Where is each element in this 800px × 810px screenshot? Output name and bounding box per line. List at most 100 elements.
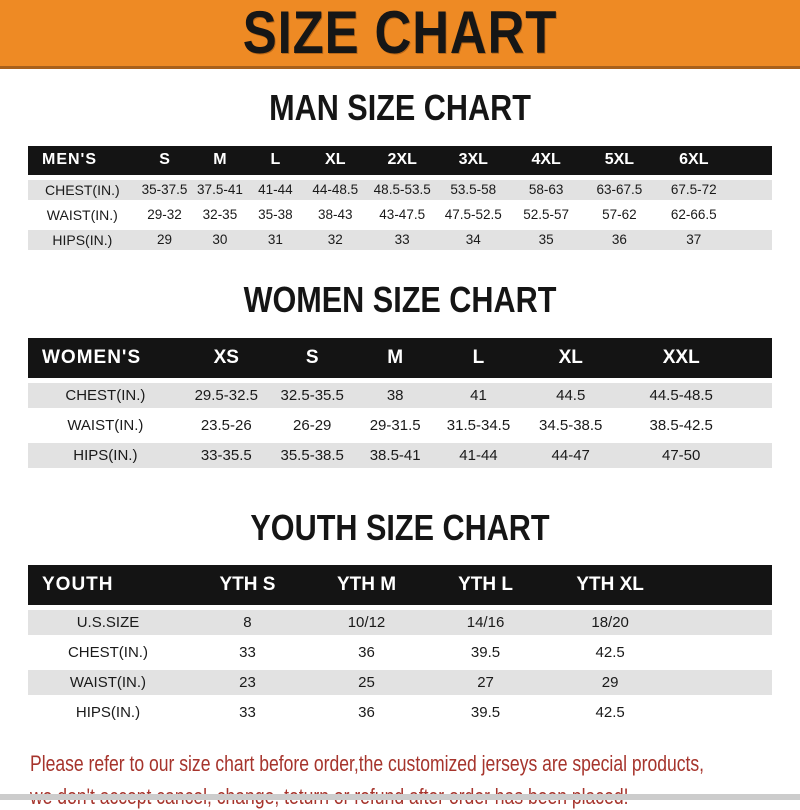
size-column-header: S bbox=[136, 145, 193, 175]
size-value-cell: 44.5 bbox=[521, 382, 621, 408]
filler-cell bbox=[731, 229, 772, 250]
measurement-row: CHEST(IN.) 33 36 39.5 42.5 bbox=[28, 640, 772, 666]
size-value-cell: 29 bbox=[545, 670, 676, 696]
size-column-header: 6XL bbox=[655, 145, 732, 175]
measurement-row: HIPS(IN.) 33 36 39.5 42.5 bbox=[28, 700, 772, 726]
size-value-cell: 33 bbox=[187, 700, 307, 726]
size-value-cell: 38-43 bbox=[303, 204, 368, 225]
size-column-header: M bbox=[192, 145, 248, 175]
size-value-cell: 41 bbox=[435, 382, 522, 408]
size-value-cell: 53.5-58 bbox=[437, 179, 510, 200]
size-value-cell: 26-29 bbox=[269, 412, 355, 438]
measurement-row: WAIST(IN.) 23 25 27 29 bbox=[28, 670, 772, 696]
size-column-header: XS bbox=[182, 337, 270, 378]
size-value-cell: 33 bbox=[367, 229, 438, 250]
size-value-cell: 47-50 bbox=[620, 442, 743, 468]
size-value-cell: 25 bbox=[306, 670, 427, 696]
size-value-cell: 39.5 bbox=[426, 700, 546, 726]
size-value-cell: 29-31.5 bbox=[354, 412, 436, 438]
size-value-cell: 36 bbox=[306, 700, 427, 726]
bottom-edge-strip bbox=[0, 794, 800, 800]
size-value-cell: 10/12 bbox=[306, 610, 427, 636]
size-value-cell: 23.5-26 bbox=[182, 412, 270, 438]
row-label: WAIST(IN.) bbox=[28, 670, 188, 696]
section-men: MAN SIZE CHART MEN'S S M L XL 2XL 3XL 4XL 5XL 6XL C… bbox=[0, 89, 800, 255]
size-column-header: YTH S bbox=[187, 565, 307, 606]
measurement-row: CHEST(IN.) 35-37.5 37.5-41 41-44 44-48.5 48.5… bbox=[28, 179, 772, 200]
section-youth: YOUTH SIZE CHART YOUTH YTH S YTH M YTH L YTH … bbox=[0, 506, 800, 731]
measurement-row: WAIST(IN.) 29-32 32-35 35-38 38-43 43-47.5 47.… bbox=[28, 204, 772, 225]
size-column-header: XL bbox=[303, 145, 368, 175]
size-value-cell: 58-63 bbox=[509, 179, 583, 200]
filler-cell bbox=[731, 179, 772, 200]
size-value-cell: 31.5-34.5 bbox=[435, 412, 522, 438]
table-header-row: MEN'S S M L XL 2XL 3XL 4XL 5XL 6XL bbox=[28, 145, 772, 175]
size-value-cell: 35.5-38.5 bbox=[269, 442, 355, 468]
size-column-header: YTH L bbox=[426, 565, 546, 606]
banner: SIZE CHART bbox=[0, 0, 800, 69]
size-value-cell: 35 bbox=[509, 229, 583, 250]
size-column-header: 5XL bbox=[582, 145, 656, 175]
size-value-cell: 32 bbox=[303, 229, 368, 250]
size-column-header: XXL bbox=[620, 337, 743, 378]
size-value-cell: 42.5 bbox=[545, 640, 676, 666]
footer-note: Please refer to our size chart before or… bbox=[30, 750, 800, 810]
measurement-row: CHEST(IN.) 29.5-32.5 32.5-35.5 38 41 44.5 44.5… bbox=[28, 382, 772, 408]
size-value-cell: 31 bbox=[247, 229, 304, 250]
size-value-cell: 29.5-32.5 bbox=[182, 382, 270, 408]
size-value-cell: 35-38 bbox=[247, 204, 304, 225]
size-table-men: MEN'S S M L XL 2XL 3XL 4XL 5XL 6XL CHEST(IN.) 35-37… bbox=[28, 141, 772, 255]
row-label: CHEST(IN.) bbox=[28, 179, 137, 200]
measurement-row: HIPS(IN.) 29 30 31 32 33 34 35 36 37 bbox=[28, 229, 772, 250]
size-value-cell: 41-44 bbox=[247, 179, 304, 200]
size-value-cell: 33-35.5 bbox=[182, 442, 270, 468]
size-value-cell: 63-67.5 bbox=[582, 179, 656, 200]
size-value-cell: 44-48.5 bbox=[303, 179, 368, 200]
filler-cell bbox=[742, 337, 772, 378]
size-value-cell: 57-62 bbox=[582, 204, 656, 225]
size-column-header: M bbox=[354, 337, 436, 378]
size-value-cell: 29-32 bbox=[136, 204, 193, 225]
size-value-cell: 32-35 bbox=[192, 204, 248, 225]
table-header-label: WOMEN'S bbox=[28, 337, 183, 378]
measurement-row: WAIST(IN.) 23.5-26 26-29 29-31.5 31.5-34.5 34… bbox=[28, 412, 772, 438]
filler-cell bbox=[675, 700, 772, 726]
size-value-cell: 37.5-41 bbox=[192, 179, 248, 200]
section-heading-women: WOMEN SIZE CHART bbox=[243, 278, 557, 320]
size-value-cell: 52.5-57 bbox=[509, 204, 583, 225]
size-value-cell: 42.5 bbox=[545, 700, 676, 726]
filler-cell bbox=[675, 610, 772, 636]
size-column-header: YTH XL bbox=[545, 565, 676, 606]
size-column-header: S bbox=[269, 337, 355, 378]
measurement-row: U.S.SIZE 8 10/12 14/16 18/20 bbox=[28, 610, 772, 636]
footer-line-1: Please refer to our size chart before or… bbox=[30, 751, 705, 777]
size-value-cell: 27 bbox=[426, 670, 546, 696]
size-value-cell: 23 bbox=[187, 670, 307, 696]
size-value-cell: 43-47.5 bbox=[367, 204, 438, 225]
size-value-cell: 38.5-41 bbox=[354, 442, 436, 468]
size-value-cell: 36 bbox=[582, 229, 656, 250]
size-value-cell: 41-44 bbox=[435, 442, 522, 468]
size-column-header: 4XL bbox=[509, 145, 583, 175]
size-column-header: 3XL bbox=[437, 145, 510, 175]
filler-cell bbox=[675, 640, 772, 666]
size-column-header: L bbox=[435, 337, 522, 378]
size-value-cell: 18/20 bbox=[545, 610, 676, 636]
section-heading-youth: YOUTH SIZE CHART bbox=[250, 506, 550, 548]
row-label: HIPS(IN.) bbox=[28, 442, 183, 468]
size-value-cell: 44.5-48.5 bbox=[620, 382, 743, 408]
size-column-header: YTH M bbox=[306, 565, 427, 606]
size-value-cell: 48.5-53.5 bbox=[367, 179, 438, 200]
banner-title: SIZE CHART bbox=[242, 0, 558, 66]
size-value-cell: 14/16 bbox=[426, 610, 546, 636]
measurement-row: HIPS(IN.) 33-35.5 35.5-38.5 38.5-41 41-44 44-… bbox=[28, 442, 772, 468]
table-header-label: MEN'S bbox=[28, 145, 137, 175]
table-header-row: YOUTH YTH S YTH M YTH L YTH XL bbox=[28, 565, 772, 606]
size-value-cell: 38 bbox=[354, 382, 436, 408]
row-label: WAIST(IN.) bbox=[28, 204, 137, 225]
row-label: HIPS(IN.) bbox=[28, 229, 137, 250]
size-value-cell: 38.5-42.5 bbox=[620, 412, 743, 438]
size-table-women: WOMEN'S XS S M L XL XXL CHEST(IN.) 29.5-32.5 32.5… bbox=[28, 333, 772, 473]
size-value-cell: 8 bbox=[187, 610, 307, 636]
